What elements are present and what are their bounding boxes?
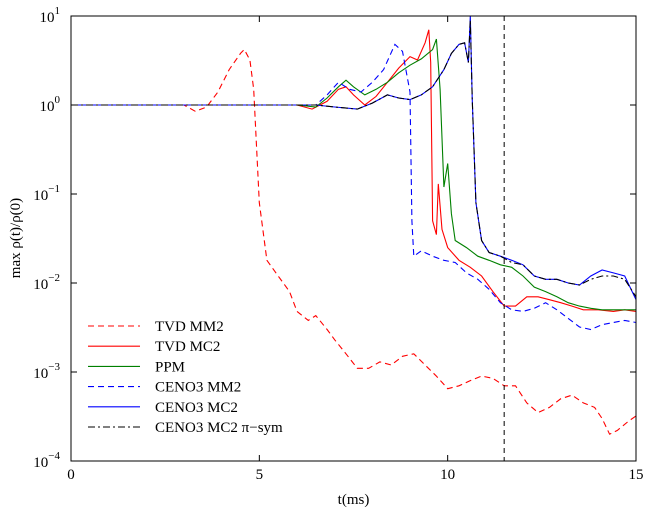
y-tick-label: 10−3 xyxy=(33,361,60,382)
series-line-1 xyxy=(71,29,637,312)
x-tick-label: 15 xyxy=(629,467,644,483)
series-line-2 xyxy=(71,38,636,311)
series-line-5 xyxy=(71,20,637,298)
ticks-layer: 0 5 10 15 10−4 10−3 10−2 10−1 100 101 xyxy=(33,5,643,483)
y-tick-label: 10−1 xyxy=(33,183,60,204)
y-tick-label: 101 xyxy=(40,5,61,26)
legend: TVD MM2 TVD MC2 PPM CENO3 MM2 CENO3 MC2 CENO3… xyxy=(88,319,283,436)
legend-label: CENO3 MM2 xyxy=(155,380,241,396)
y-tick-label: 100 xyxy=(40,94,61,115)
series-line-3 xyxy=(71,43,637,331)
legend-label: CENO3 MC2 xyxy=(155,400,238,416)
x-tick-label: 5 xyxy=(256,467,264,483)
legend-label: TVD MC2 xyxy=(155,339,220,355)
x-tick-label: 0 xyxy=(67,467,75,483)
y-axis-label: max ρ(t)/ρ(0) xyxy=(8,198,24,278)
series-layer xyxy=(71,15,637,435)
series-line-0 xyxy=(71,48,637,435)
legend-label: TVD MM2 xyxy=(155,319,224,335)
y-tick-label: 10−4 xyxy=(33,450,60,471)
plot-frame xyxy=(70,15,637,462)
x-axis-label: t(ms) xyxy=(338,492,370,508)
y-tick-label: 10−2 xyxy=(33,272,60,293)
legend-label: CENO3 MC2 π−sym xyxy=(155,420,283,436)
x-tick-label: 10 xyxy=(440,467,455,483)
legend-label: PPM xyxy=(155,359,185,375)
